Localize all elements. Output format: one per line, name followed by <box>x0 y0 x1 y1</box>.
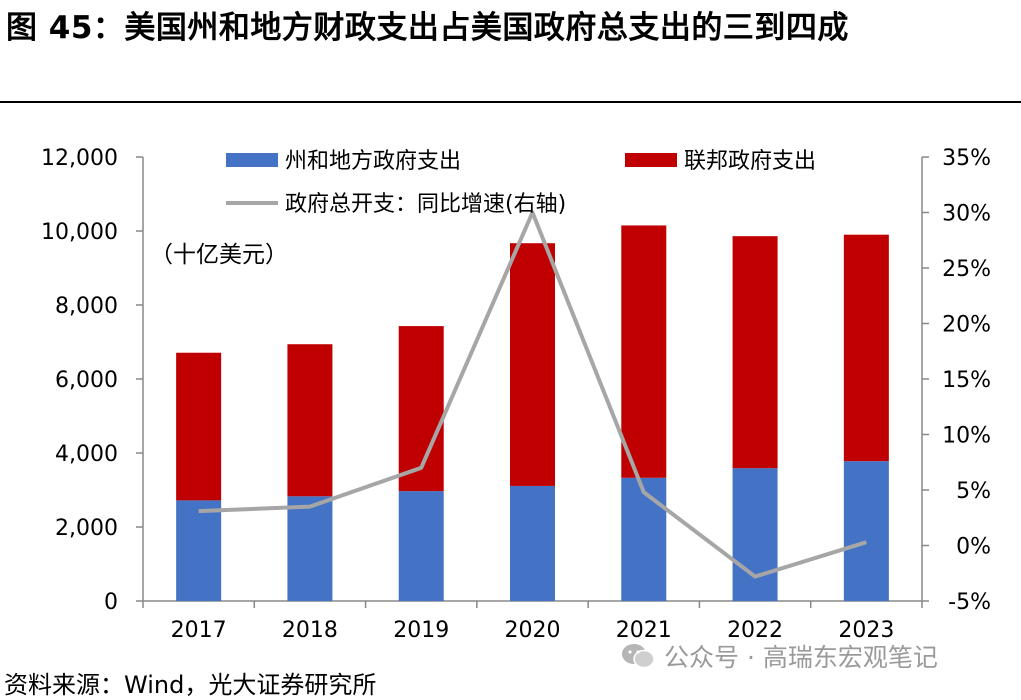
y-left-tick-label: 6,000 <box>55 368 118 393</box>
x-tick-label: 2017 <box>171 618 227 643</box>
bar-state-local <box>176 500 221 601</box>
bar-federal <box>844 235 889 461</box>
y-right-tick-label: 0% <box>956 535 991 560</box>
y-right-tick-label: 15% <box>942 368 991 393</box>
y-right-tick-label: 30% <box>942 202 991 227</box>
watermark: 公众号 · 高瑞东宏观笔记 <box>620 638 938 674</box>
bar-state-local <box>844 461 889 601</box>
y-right-tick-label: 25% <box>942 257 991 282</box>
y-left-tick-label: 8,000 <box>55 294 118 319</box>
wechat-icon <box>620 642 656 670</box>
y-right-tick-label: 10% <box>942 424 991 449</box>
bar-state-local <box>621 478 666 601</box>
legend-swatch <box>226 153 278 167</box>
bar-state-local <box>733 468 778 601</box>
y-left-tick-label: 2,000 <box>55 516 118 541</box>
y-left-tick-label: 10,000 <box>41 220 118 245</box>
bar-state-local <box>287 496 332 601</box>
unit-label: （十亿美元） <box>150 242 288 268</box>
bar-state-local <box>399 491 444 601</box>
bar-federal <box>287 344 332 496</box>
legend-label: 州和地方政府支出 <box>285 149 461 174</box>
y-right-tick-label: 20% <box>942 313 991 338</box>
watermark-text: 公众号 · 高瑞东宏观笔记 <box>664 638 938 674</box>
bar-federal <box>733 236 778 468</box>
y-left-tick-label: 4,000 <box>55 442 118 467</box>
x-tick-label: 2018 <box>282 618 338 643</box>
y-left-tick-label: 0 <box>104 590 118 615</box>
source-note: 资料来源：Wind，光大证券研究所 <box>4 665 376 700</box>
legend-label: 政府总开支：同比增速(右轴) <box>285 192 566 217</box>
y-right-tick-label: 35% <box>942 146 991 171</box>
x-tick-label: 2019 <box>393 618 449 643</box>
y-left-tick-label: 12,000 <box>41 146 118 171</box>
y-right-tick-label: -5% <box>948 590 991 615</box>
bar-federal <box>621 225 666 477</box>
legend-label: 联邦政府支出 <box>684 149 816 174</box>
bar-federal <box>176 353 221 501</box>
legend-swatch <box>625 153 677 167</box>
x-tick-label: 2020 <box>505 618 561 643</box>
bar-federal <box>510 243 555 486</box>
bar-state-local <box>510 486 555 601</box>
y-right-tick-label: 5% <box>956 479 991 504</box>
